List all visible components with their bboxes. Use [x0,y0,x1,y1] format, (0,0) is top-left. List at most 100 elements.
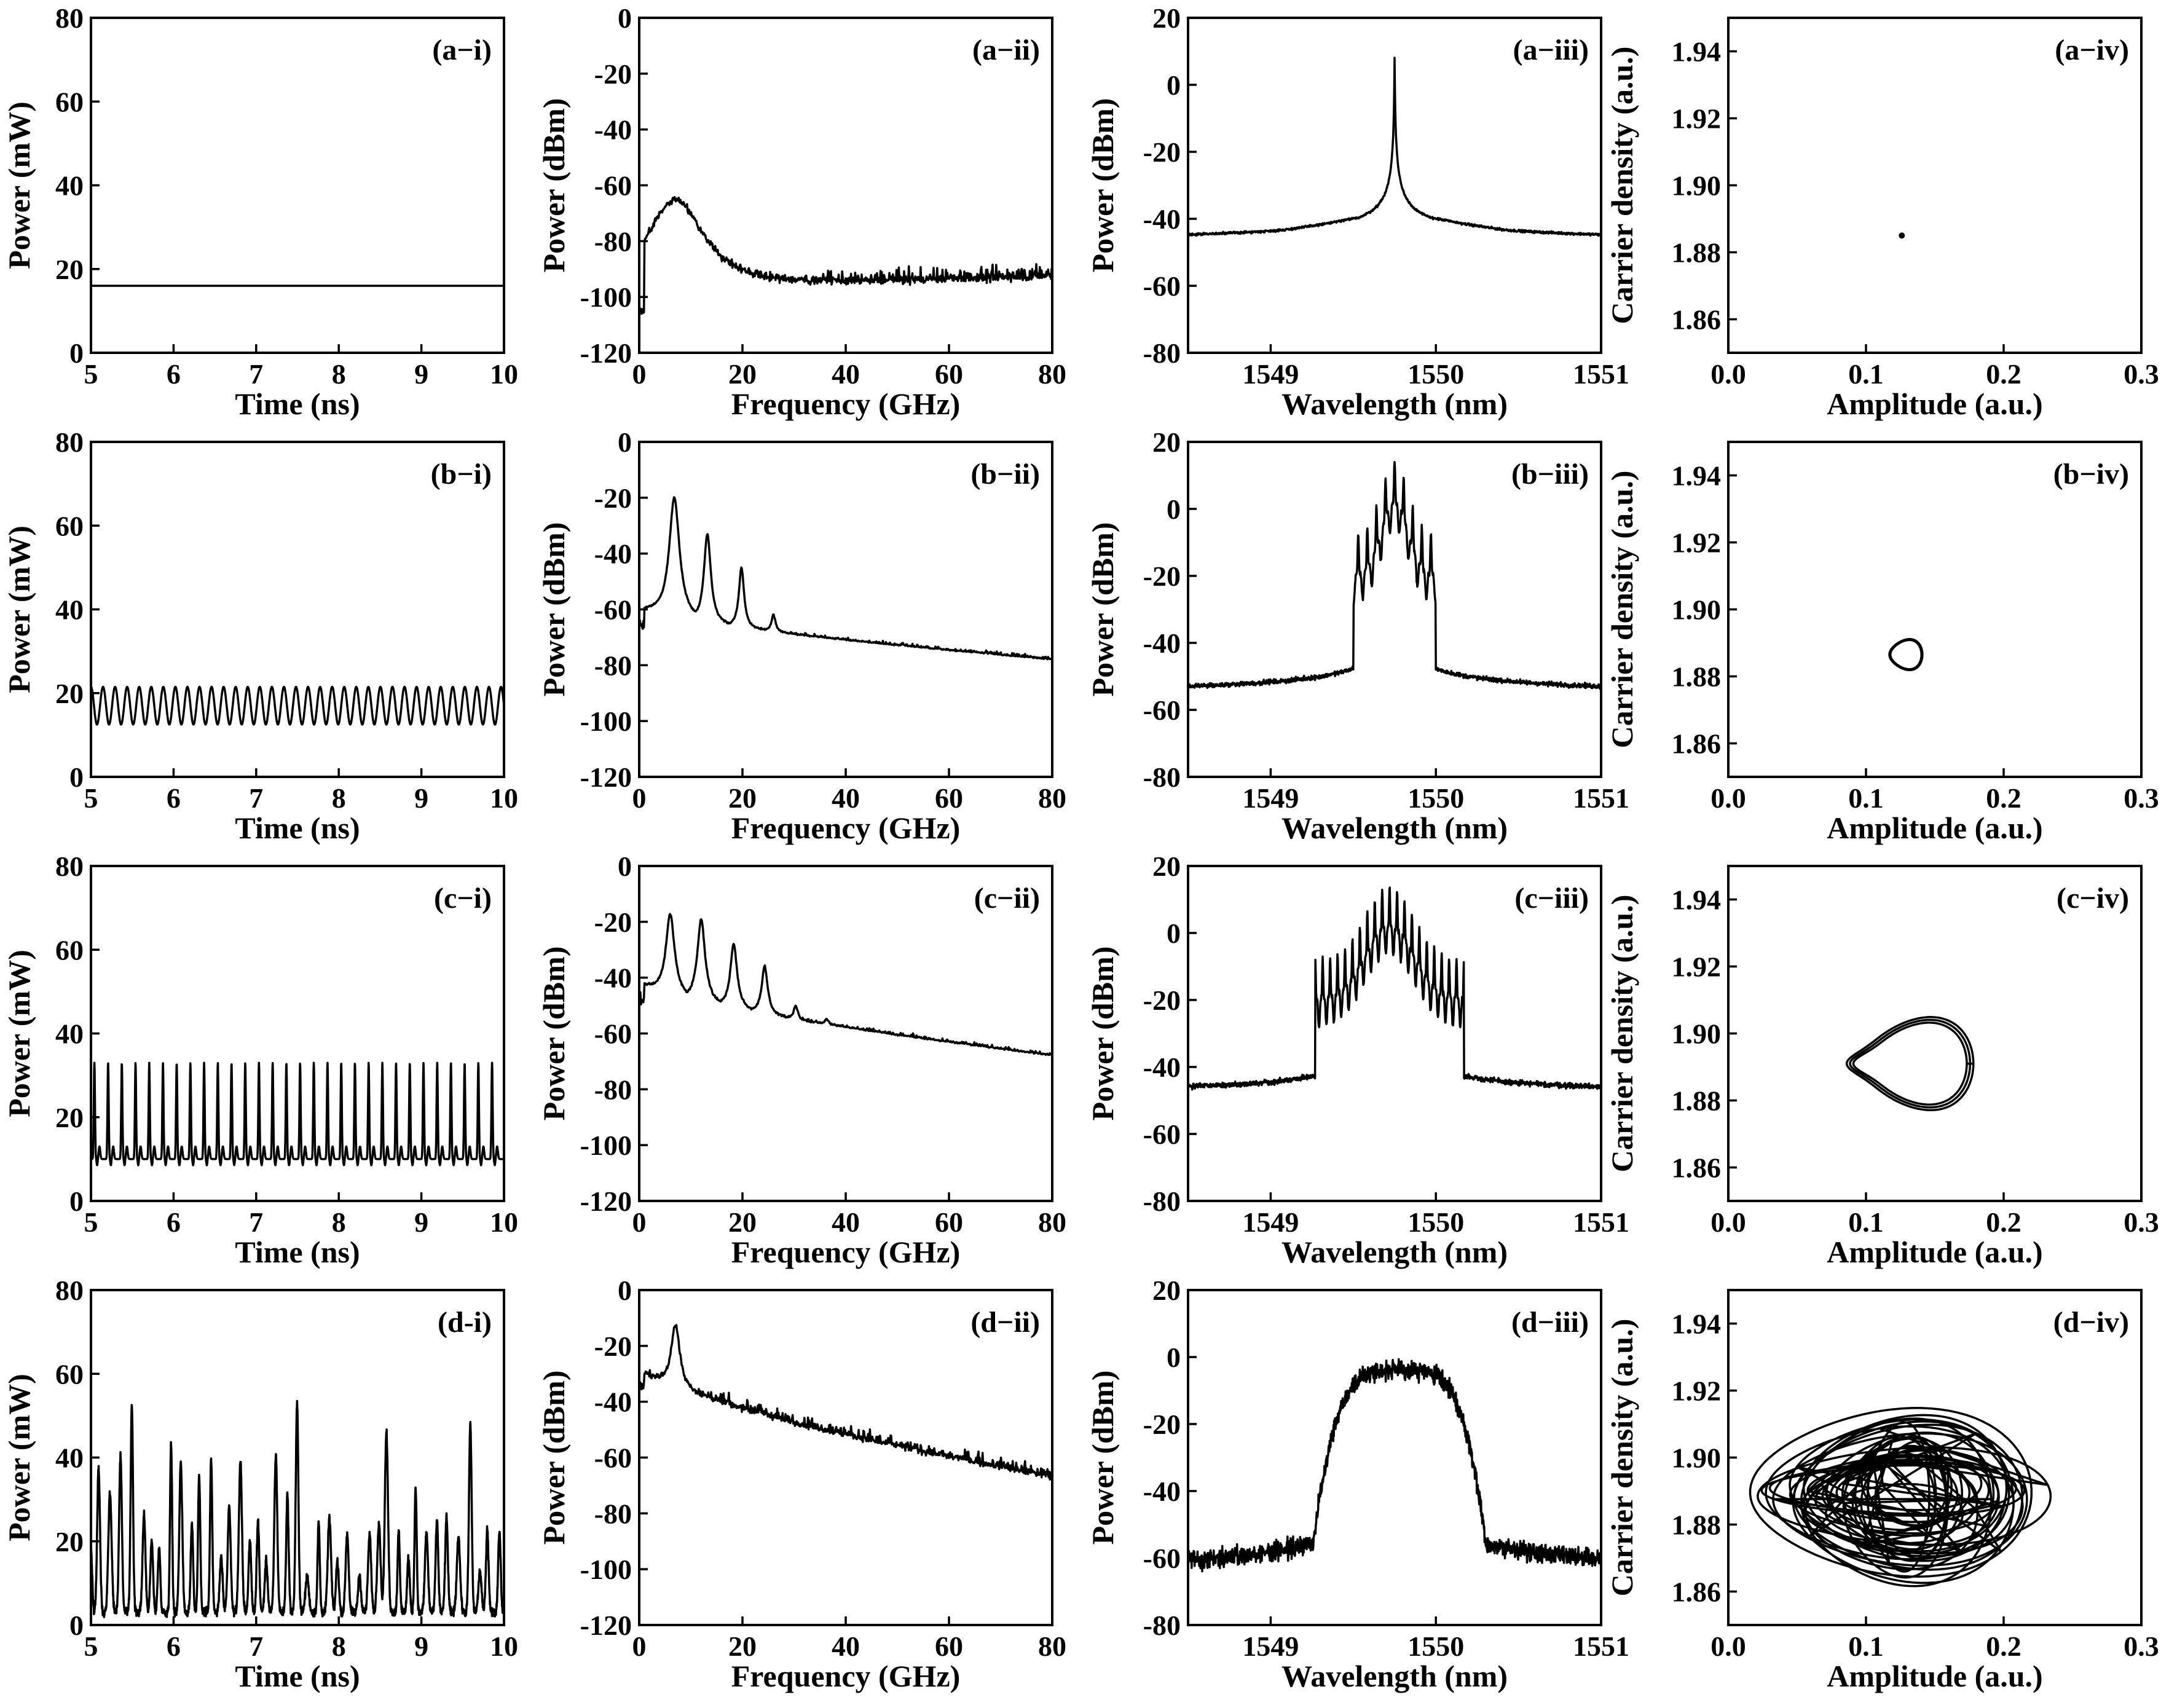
x-tick-label: 6 [167,1206,181,1238]
x-tick-label: 10 [490,358,518,390]
plot-frame [638,441,1053,778]
y-axis-label: Carrier density (a.u.) [1605,47,1639,325]
x-axis-label: Amplitude (a.u.) [1827,811,2042,845]
y-tick-label: -60 [594,1442,632,1474]
plot-frame [1727,17,2143,354]
x-tick-label: 1550 [1407,1206,1464,1238]
x-axis-label: Time (ns) [235,387,360,421]
x-tick-label: 0 [632,1206,647,1238]
x-tick-label: 40 [832,1206,860,1238]
series-trace [1188,886,1601,1091]
panel-d-iii: 1549 1550 1551 -80 -60 -40 -20 0 20 Wavelength (n… [1085,1275,1629,1693]
panel-d-i: 5 6 7 8 9 10 0 20 40 60 80 Time (ns) Power (mW) (d-i) [2,1275,518,1693]
x-tick-label: 0 [632,782,647,814]
y-tick-label: -80 [1143,1610,1181,1641]
x-tick-label: 6 [167,358,181,390]
x-axis-label: Wavelength (nm) [1281,1235,1508,1269]
x-tick-label: 0.2 [1986,1631,2021,1662]
panel-b-ii: 0 20 40 60 80 -120 -100 -80 -60 -40 -20 0 Frequency … [537,427,1066,845]
x-axis-label: Time (ns) [235,1235,360,1269]
x-tick-label: 60 [935,1206,963,1238]
plot-frame [90,441,505,778]
y-tick-label: 60 [55,510,84,541]
panel-a-i: 5 6 7 8 9 10 0 20 40 60 80 Time (ns) Power (mW) (a−i) [2,2,518,421]
x-tick-label: 60 [935,358,963,390]
x-tick-label: 0 [632,358,647,390]
y-tick-label: 0 [1167,918,1181,949]
x-tick-label: 40 [832,782,860,814]
y-tick-label: 1.86 [1672,1576,1722,1608]
x-tick-label: 10 [490,782,518,814]
y-tick-label: 20 [55,1102,84,1133]
plot-frame [1727,865,2143,1202]
x-tick-label: 5 [84,782,98,814]
panel-label: (c−iv) [2057,882,2129,915]
x-tick-label: 1551 [1573,1206,1629,1238]
y-tick-label: 1.90 [1672,1018,1722,1050]
y-tick-label: -40 [1143,1476,1181,1507]
y-tick-label: -80 [1143,337,1181,369]
x-tick-label: 0.3 [2124,782,2159,814]
y-axis-label: Power (mW) [2,525,36,693]
panel-c-iv: 0.0 0.1 0.2 0.3 1.86 1.88 1.90 1.92 1.94 Amplitud… [1605,865,2159,1269]
x-tick-label: 7 [249,782,263,814]
panel-c-i: 5 6 7 8 9 10 0 20 40 60 80 Time (ns) Power (mW) (c−i) [2,851,518,1269]
y-tick-label: 0 [1167,1342,1181,1373]
y-tick-label: -20 [1143,1409,1181,1440]
x-axis-label: Amplitude (a.u.) [1827,1235,2042,1269]
y-tick-label: 1.92 [1672,1375,1722,1407]
y-tick-label: 40 [55,1442,84,1474]
plot-frame [1187,17,1602,354]
y-axis-label: Power (mW) [2,950,36,1117]
y-axis-label: Power (dBm) [1085,1371,1120,1545]
x-tick-label: 80 [1038,358,1066,390]
series-trace [1188,460,1601,690]
x-tick-label: 20 [728,1206,757,1238]
x-tick-label: 60 [935,782,963,814]
y-axis-label: Carrier density (a.u.) [1605,895,1639,1173]
panel-label: (a−iii) [1513,34,1589,66]
x-tick-label: 0.0 [1710,1206,1746,1238]
x-tick-label: 80 [1038,782,1066,814]
x-tick-label: 9 [414,1631,428,1662]
y-tick-label: 1.90 [1672,594,1722,626]
x-axis-label: Time (ns) [235,811,360,845]
y-tick-label: 1.94 [1672,460,1722,492]
x-axis-label: Frequency (GHz) [731,811,961,845]
panel-label: (d−ii) [970,1306,1040,1339]
y-tick-label: 20 [1152,1275,1181,1306]
x-tick-label: 0.3 [2124,1631,2159,1662]
y-tick-label: -60 [594,594,632,626]
y-axis-label: Carrier density (a.u.) [1605,1319,1639,1597]
y-tick-label: 80 [55,1275,84,1306]
y-axis-label: Carrier density (a.u.) [1605,471,1639,749]
y-tick-label: -40 [594,538,632,570]
series-trace [639,195,1052,315]
x-tick-label: 9 [414,358,428,390]
y-tick-label: 0 [1167,494,1181,525]
y-tick-label: -80 [594,1498,632,1529]
y-axis-label: Power (dBm) [537,946,571,1121]
series-trace [91,685,504,726]
x-tick-label: 1549 [1242,1631,1299,1662]
x-tick-label: 7 [249,1206,263,1238]
series-trace [1845,1016,1975,1112]
y-tick-label: -120 [580,1186,632,1217]
x-axis-label: Wavelength (nm) [1281,1659,1508,1693]
panel-c-ii: 0 20 40 60 80 -120 -100 -80 -60 -40 -20 0 Frequency … [537,851,1066,1269]
x-tick-label: 6 [167,782,181,814]
x-tick-label: 5 [84,1631,98,1662]
y-tick-label: 40 [55,594,84,626]
panel-d-ii: 0 20 40 60 80 -120 -100 -80 -60 -40 -20 0 Frequency … [537,1275,1066,1693]
x-axis-label: Amplitude (a.u.) [1827,1659,2042,1693]
x-tick-label: 8 [332,1631,346,1662]
y-tick-label: -120 [580,337,632,369]
panel-label: (d−iii) [1511,1306,1589,1339]
y-tick-label: 0 [618,851,632,882]
series-trace [1749,1407,2052,1588]
y-tick-label: -60 [1143,270,1181,302]
y-tick-label: 60 [55,86,84,117]
y-tick-label: 80 [55,851,84,882]
y-axis-label: Power (mW) [2,101,36,269]
y-tick-label: -100 [580,1554,632,1585]
